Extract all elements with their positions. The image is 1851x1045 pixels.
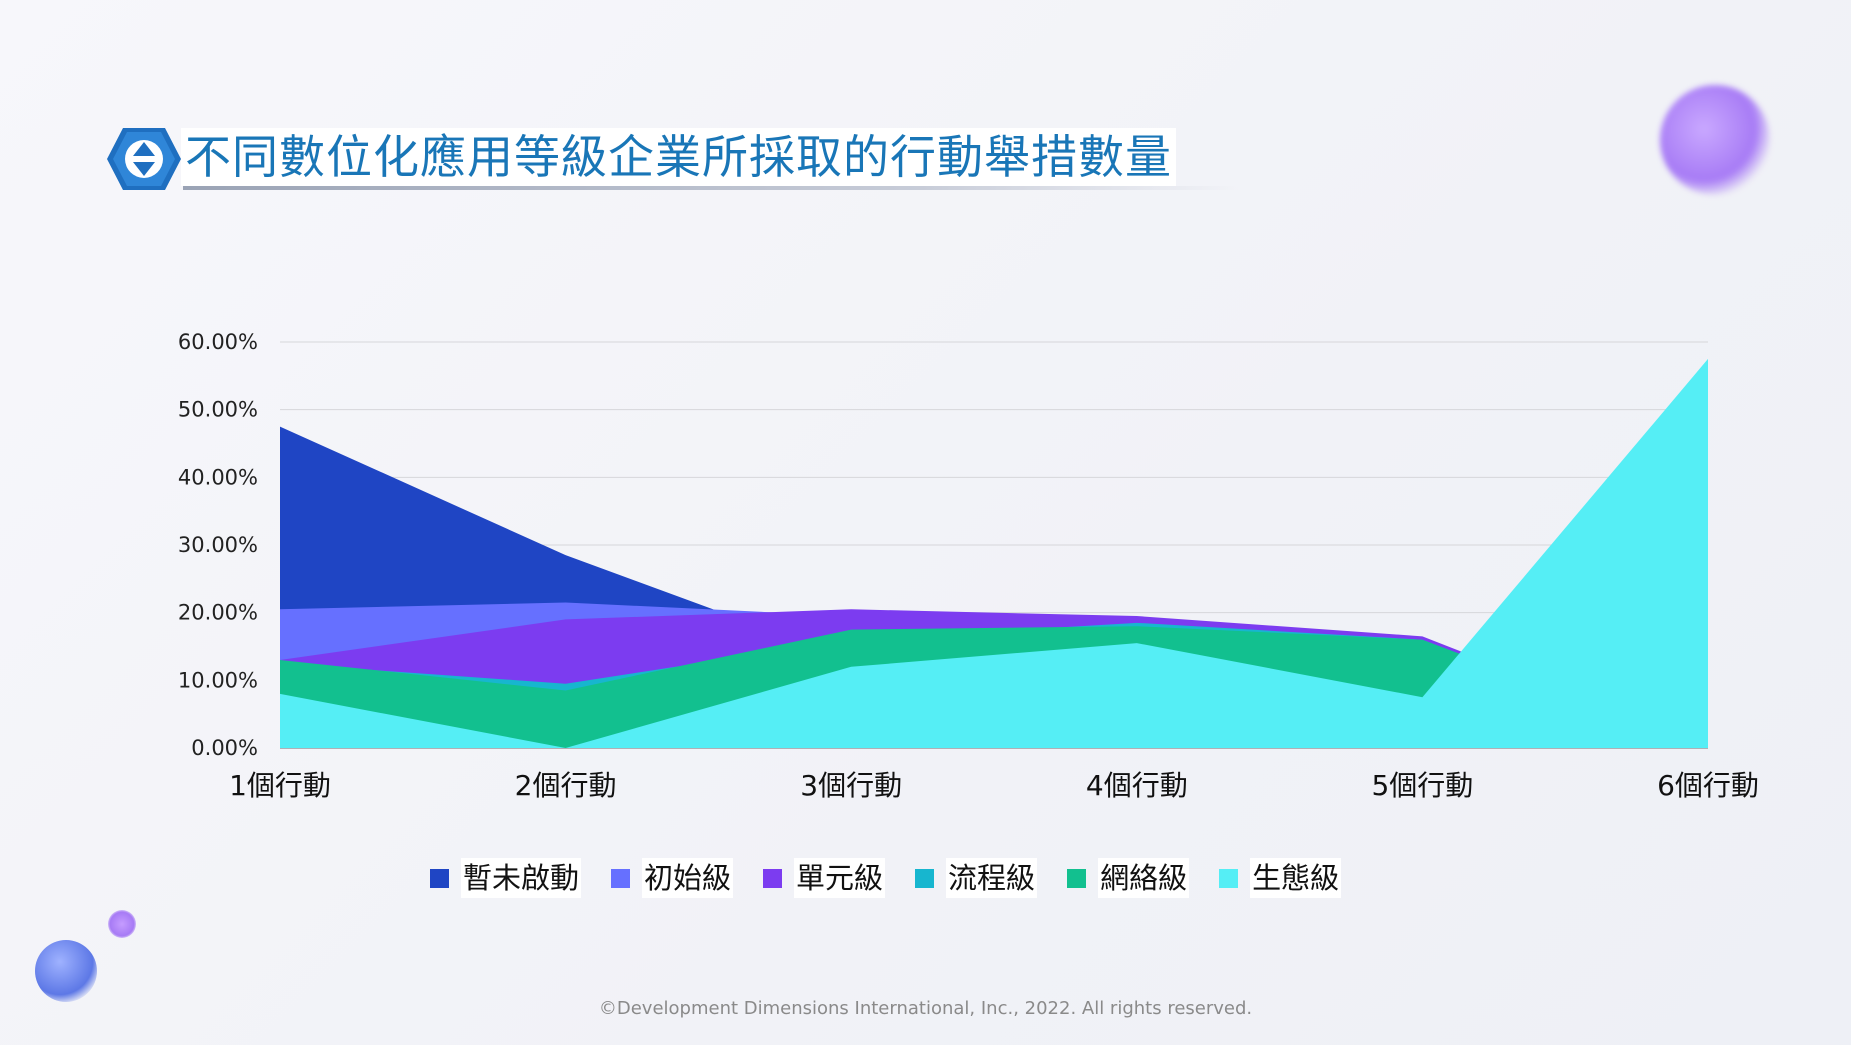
title-bar: 不同數位化應用等級企業所採取的行動舉措數量 — [105, 122, 1238, 194]
y-tick-label: 40.00% — [178, 465, 258, 489]
hexagon-arrows-icon — [107, 128, 181, 190]
decorative-purple-orb — [1660, 85, 1770, 195]
chart-legend: 暫未啟動 初始級 單元級 流程級 網絡級 生態級 — [430, 856, 1371, 900]
area-series-生態級 — [280, 358, 1708, 748]
legend-label: 網絡級 — [1098, 858, 1190, 898]
legend-swatch — [430, 868, 449, 888]
x-tick-label: 1個行動 — [229, 769, 331, 802]
y-tick-label: 20.00% — [178, 601, 258, 625]
legend-item: 網絡級 — [1067, 858, 1190, 898]
x-tick-label: 2個行動 — [515, 769, 617, 802]
title-underline — [183, 186, 1238, 190]
area-series — [280, 358, 1708, 748]
legend-item: 流程級 — [915, 858, 1038, 898]
legend-item: 生態級 — [1219, 858, 1342, 898]
legend-label: 初始級 — [642, 858, 734, 898]
x-tick-label: 6個行動 — [1657, 769, 1759, 802]
legend-swatch — [611, 868, 631, 888]
x-tick-label: 4個行動 — [1086, 769, 1188, 802]
y-tick-label: 0.00% — [191, 736, 258, 760]
legend-swatch — [915, 868, 935, 888]
legend-label: 流程級 — [946, 858, 1038, 898]
legend-item: 初始級 — [611, 858, 734, 898]
legend-label: 暫未啟動 — [461, 858, 582, 898]
x-axis-tick-labels: 1個行動 2個行動 3個行動 4個行動 5個行動 6個行動 — [229, 769, 1759, 802]
y-tick-label: 50.00% — [178, 398, 258, 422]
legend-label: 單元級 — [794, 858, 886, 898]
copyright-footer: ©Development Dimensions International, I… — [598, 998, 1253, 1019]
page-title: 不同數位化應用等級企業所採取的行動舉措數量 — [181, 128, 1176, 186]
y-tick-label: 60.00% — [178, 330, 258, 354]
legend-item: 暫未啟動 — [430, 858, 582, 898]
y-tick-label: 10.00% — [178, 668, 258, 692]
legend-item: 單元級 — [763, 858, 886, 898]
legend-label: 生態級 — [1250, 858, 1342, 898]
legend-swatch — [763, 868, 783, 888]
decorative-small-purple-orb — [108, 910, 136, 938]
x-tick-label: 5個行動 — [1371, 769, 1473, 802]
legend-swatch — [1067, 868, 1087, 888]
decorative-blue-orb — [35, 940, 97, 1002]
y-axis-tick-labels: 0.00% 10.00% 20.00% 30.00% 40.00% 50.00% 60.00… — [178, 330, 258, 760]
y-tick-label: 30.00% — [178, 533, 258, 557]
x-tick-label: 3個行動 — [800, 769, 902, 802]
legend-swatch — [1219, 868, 1239, 888]
